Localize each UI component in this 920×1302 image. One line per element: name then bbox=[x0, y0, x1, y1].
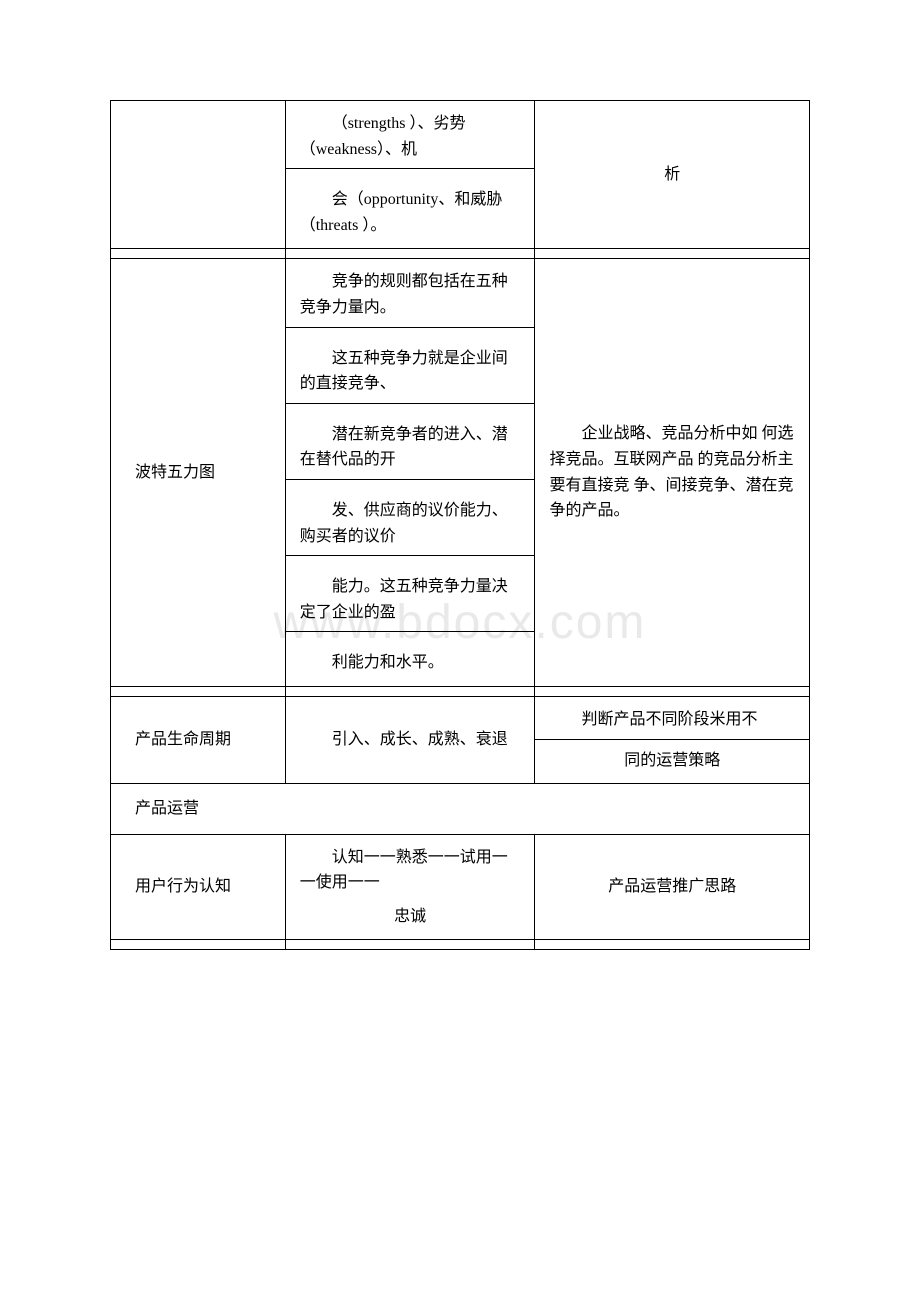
row-label-behavior: 用户行为认知 bbox=[111, 834, 286, 940]
table-row: （strengths ）、劣势（weakness）、机 会（opportunit… bbox=[111, 101, 810, 249]
mid-text: 发、供应商的议价能力、购买者的议价 bbox=[286, 488, 535, 555]
mid-text: 能力。这五种竞争力量决定了企业的盈 bbox=[286, 564, 535, 631]
row-right-lifecycle: 判断产品不同阶段米用不 同的运营策略 bbox=[535, 696, 810, 783]
mid-text: 竞争的规则都包括在五种竞争力量内。 bbox=[286, 259, 535, 326]
row-label-lifecycle: 产品生命周期 bbox=[111, 696, 286, 783]
table-row: 波特五力图 竞争的规则都包括在五种竞争力量内。 这五种竞争力就是企业间的直接竞争… bbox=[111, 259, 810, 687]
section-title: 产品运营 bbox=[111, 784, 810, 835]
mid-text: （strengths ）、劣势（weakness）、机 bbox=[286, 101, 535, 168]
row-right-swot: 析 bbox=[535, 101, 810, 249]
spacer-row bbox=[111, 686, 810, 696]
row-label-porter: 波特五力图 bbox=[111, 259, 286, 687]
section-header-row: 产品运营 bbox=[111, 784, 810, 835]
mid-text: 潜在新竞争者的进入、潜在替代品的开 bbox=[286, 412, 535, 479]
mid-text: 这五种竞争力就是企业间的直接竞争、 bbox=[286, 336, 535, 403]
row-mid-behavior: 认知一一熟悉一一试用一一使用一一 忠诚 bbox=[285, 834, 535, 940]
spacer-row bbox=[111, 940, 810, 950]
row-right-behavior: 产品运营推广思路 bbox=[535, 834, 810, 940]
row-label-swot bbox=[111, 101, 286, 249]
mid-text: 利能力和水平。 bbox=[286, 640, 535, 686]
row-right-porter: 企业战略、竞品分析中如 何选择竞品。互联网产品 的竞品分析主要有直接竞 争、间接… bbox=[535, 259, 810, 687]
row-mid-porter: 竞争的规则都包括在五种竞争力量内。 这五种竞争力就是企业间的直接竞争、 潜在新竞… bbox=[285, 259, 535, 687]
spacer-row bbox=[111, 249, 810, 259]
mid-text: 会（opportunity、和威胁（threats ）。 bbox=[286, 177, 535, 248]
table-row: 用户行为认知 认知一一熟悉一一试用一一使用一一 忠诚 产品运营推广思路 bbox=[111, 834, 810, 940]
content-table: （strengths ）、劣势（weakness）、机 会（opportunit… bbox=[110, 100, 810, 950]
table-row: 产品生命周期 引入、成长、成熟、衰退 判断产品不同阶段米用不 同的运营策略 bbox=[111, 696, 810, 783]
row-mid-lifecycle: 引入、成长、成熟、衰退 bbox=[285, 696, 535, 783]
row-mid-swot: （strengths ）、劣势（weakness）、机 会（opportunit… bbox=[285, 101, 535, 249]
